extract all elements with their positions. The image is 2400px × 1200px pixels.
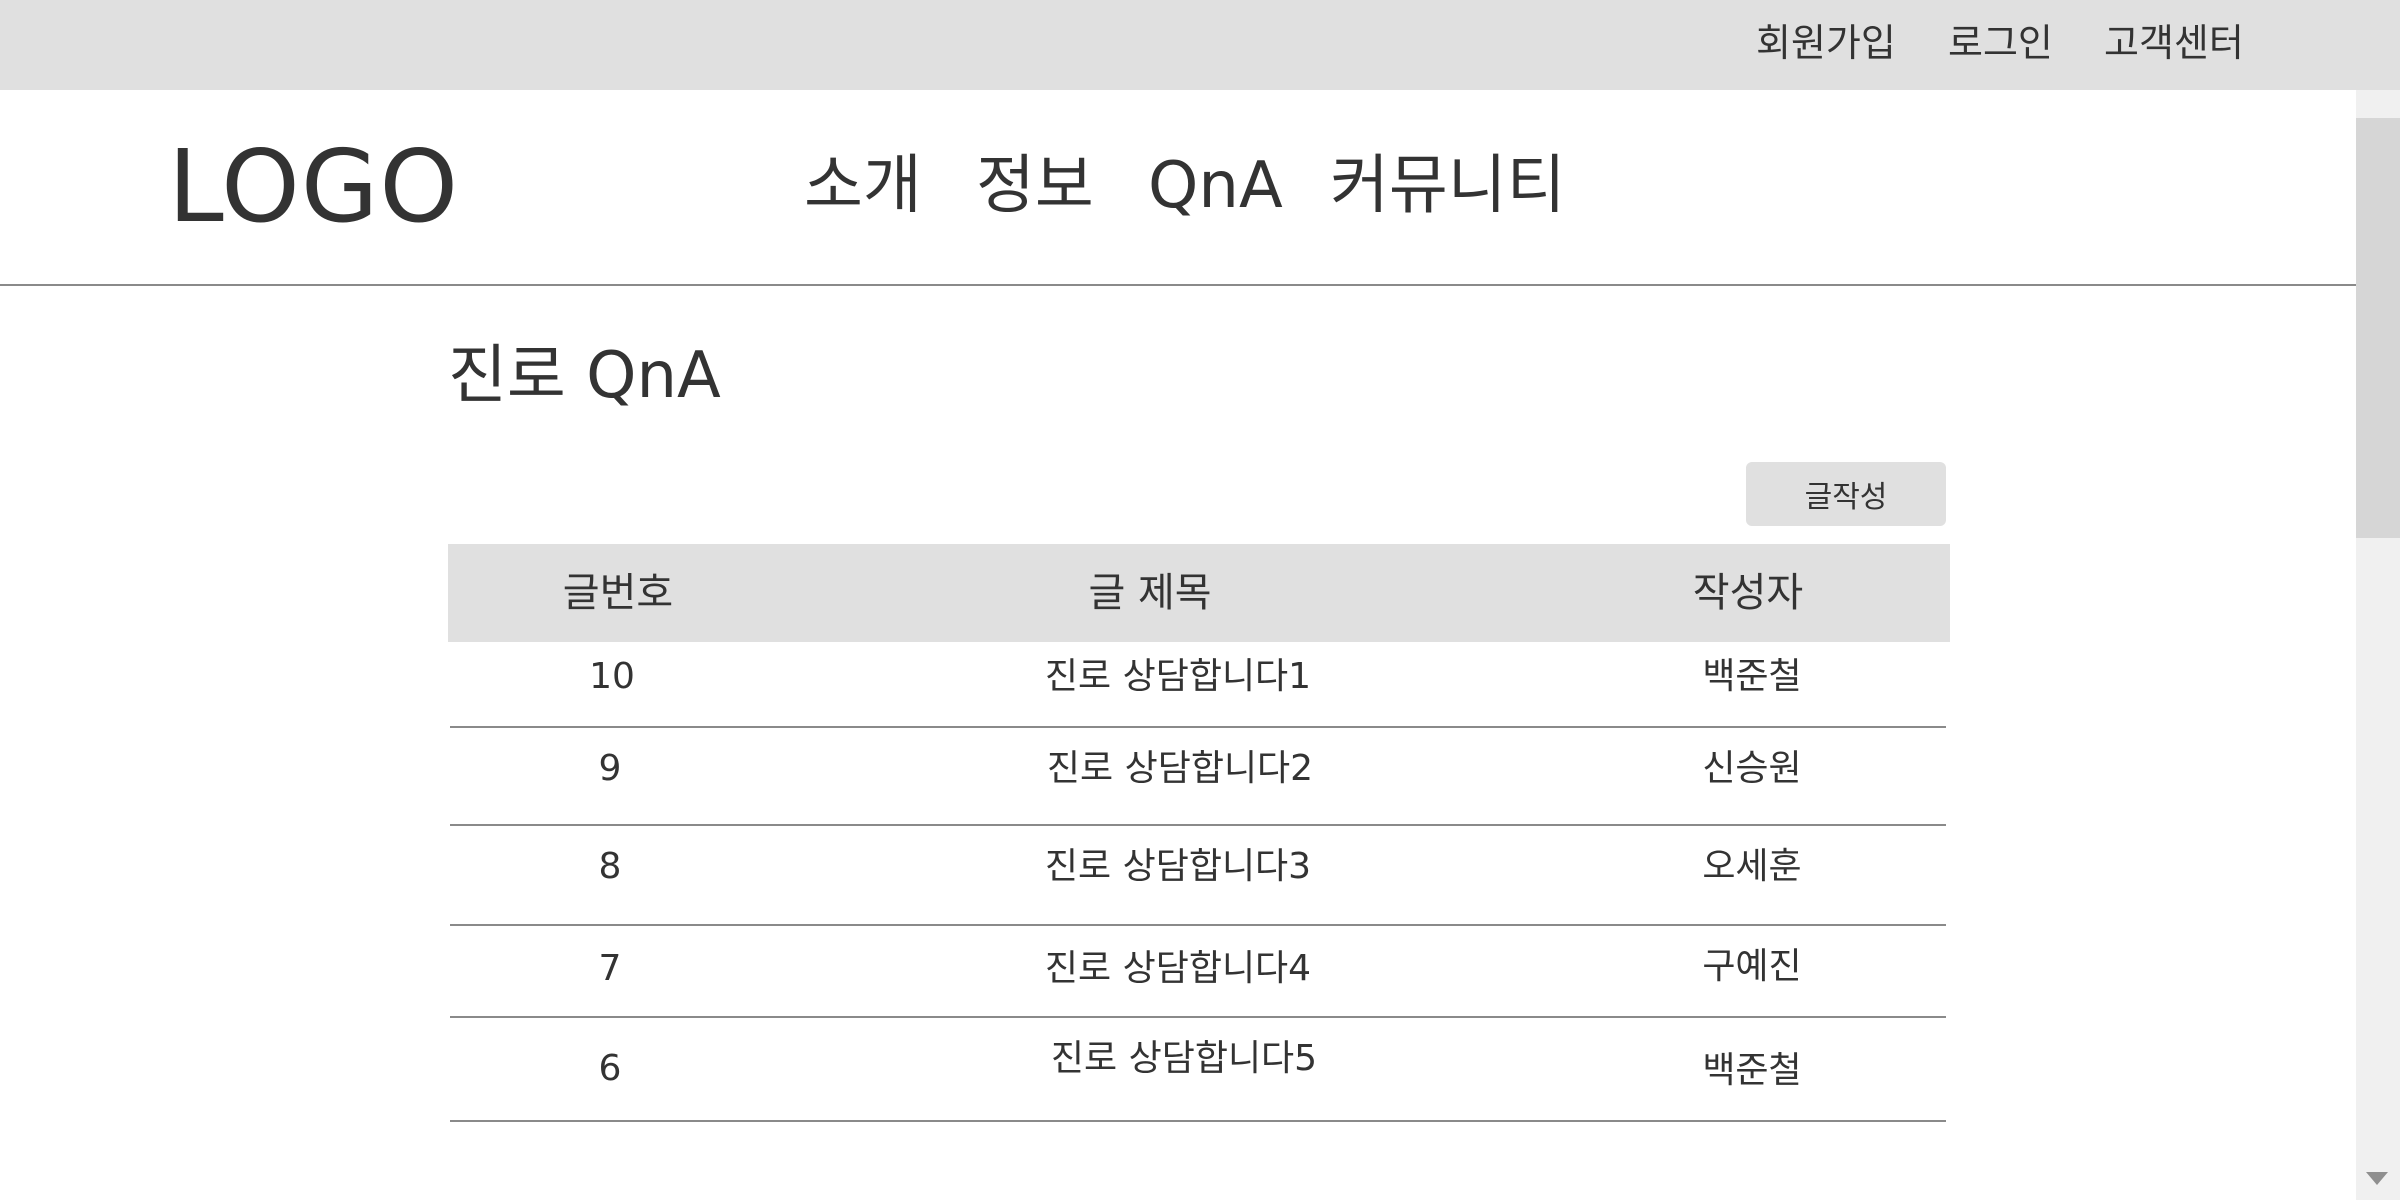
- scroll-down-arrow-icon[interactable]: [2366, 1172, 2388, 1185]
- top-utility-bar: [0, 0, 2400, 90]
- table-header: [448, 544, 1950, 642]
- write-post-button[interactable]: 글작성: [1746, 462, 1946, 526]
- logo[interactable]: LOGO: [168, 128, 460, 245]
- nav-item-intro[interactable]: 소개: [804, 149, 922, 223]
- row-title-link[interactable]: 진로 상담합니다1: [1044, 656, 1312, 697]
- column-header-author: 작성자: [1692, 570, 1804, 616]
- row-number: 9: [598, 748, 622, 789]
- nav-item-info[interactable]: 정보: [976, 149, 1094, 223]
- login-link[interactable]: 로그인: [1948, 21, 2053, 65]
- page-title: 진로 QnA: [448, 339, 721, 413]
- nav-item-qna[interactable]: QnA: [1148, 149, 1283, 223]
- row-number: 7: [598, 948, 622, 989]
- row-author: 백준철: [1702, 656, 1802, 697]
- column-header-no: 글번호: [562, 570, 674, 616]
- row-author: 구예진: [1702, 946, 1802, 987]
- row-author: 신승원: [1702, 748, 1802, 789]
- row-number: 10: [589, 656, 635, 697]
- row-title-link[interactable]: 진로 상담합니다5: [1050, 1038, 1318, 1079]
- column-header-title: 글 제목: [1088, 570, 1212, 616]
- row-number: 8: [598, 846, 622, 887]
- row-number: 6: [598, 1048, 622, 1089]
- customer-center-link[interactable]: 고객센터: [2104, 21, 2244, 65]
- row-divider: [450, 1016, 1946, 1018]
- scrollbar-thumb[interactable]: [2356, 118, 2400, 538]
- row-author: 백준철: [1702, 1050, 1802, 1091]
- row-author: 오세훈: [1702, 846, 1802, 887]
- row-divider: [450, 1120, 1946, 1122]
- row-divider: [450, 924, 1946, 926]
- row-divider: [450, 726, 1946, 728]
- row-divider: [450, 824, 1946, 826]
- header-divider: [0, 284, 2400, 286]
- row-title-link[interactable]: 진로 상담합니다3: [1044, 846, 1312, 887]
- nav-item-community[interactable]: 커뮤니티: [1330, 149, 1566, 223]
- row-title-link[interactable]: 진로 상담합니다4: [1044, 948, 1312, 989]
- signup-link[interactable]: 회원가입: [1756, 21, 1896, 65]
- row-title-link[interactable]: 진로 상담합니다2: [1046, 748, 1314, 789]
